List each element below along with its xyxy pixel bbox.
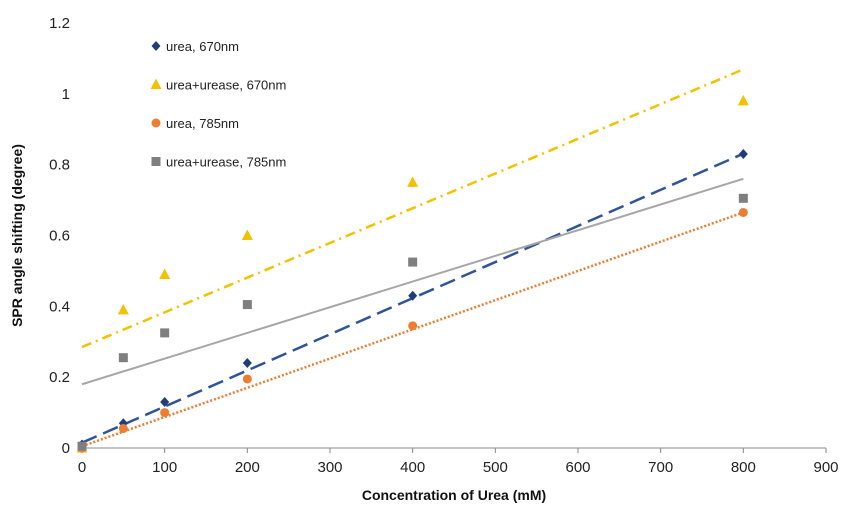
y-tick-label: 0.8 — [49, 157, 70, 174]
trendline — [81, 68, 744, 349]
data-markers — [76, 94, 749, 453]
data-point — [738, 149, 748, 160]
legend-label: urea+urease, 785nm — [166, 155, 286, 170]
data-point — [117, 303, 129, 315]
data-point — [408, 290, 418, 301]
trendline — [81, 177, 744, 386]
axes: 0 100 200 300 400 500 600 700 800 900 0 0.2 0.4 0.6 0.… — [49, 15, 838, 476]
x-tick-label: 200 — [235, 459, 260, 476]
y-tick-label: 0.4 — [49, 298, 70, 315]
x-tick-label: 500 — [483, 459, 508, 476]
legend-marker — [151, 118, 161, 128]
y-tick-label: 1 — [62, 86, 70, 103]
data-point — [242, 300, 252, 310]
data-point — [241, 229, 253, 240]
data-point — [738, 193, 748, 203]
data-point — [242, 358, 252, 368]
y-tick-label: 0 — [62, 440, 70, 457]
data-point — [118, 424, 128, 434]
data-point — [118, 353, 128, 363]
data-point — [738, 207, 748, 217]
data-point — [407, 176, 419, 187]
x-tick-label: 400 — [400, 459, 425, 476]
data-point — [408, 321, 418, 331]
legend-marker — [151, 157, 161, 166]
x-tick-label: 700 — [648, 459, 673, 476]
y-tick-label: 0.6 — [49, 228, 70, 245]
trendlines — [81, 68, 744, 448]
legend-label: urea+urease, 670nm — [166, 78, 286, 93]
data-point — [408, 257, 418, 267]
data-point — [160, 408, 170, 418]
legend: urea, 670nm urea+urease, 670nm urea, 785nm… — [150, 39, 286, 170]
trendline — [81, 211, 744, 448]
x-axis-title: Concentration of Urea (mM) — [362, 487, 546, 503]
legend-marker — [150, 78, 162, 89]
data-point — [77, 441, 87, 451]
x-tick-label: 800 — [731, 459, 756, 476]
data-point — [160, 396, 170, 407]
x-tick-label: 0 — [78, 459, 86, 476]
y-tick-label: 1.2 — [49, 15, 70, 32]
legend-label: urea, 785nm — [166, 116, 239, 131]
data-point — [242, 374, 252, 384]
y-tick-label: 0.2 — [49, 369, 70, 386]
x-tick-label: 100 — [152, 459, 177, 476]
x-tick-label: 300 — [317, 459, 342, 476]
data-point — [160, 328, 170, 338]
data-point — [737, 94, 749, 106]
x-tick-label: 600 — [565, 459, 590, 476]
x-tick-label: 900 — [813, 459, 838, 476]
y-axis-title: SPR angle shifting (degree) — [9, 144, 25, 327]
data-point — [159, 268, 171, 279]
legend-label: urea, 670nm — [166, 39, 239, 54]
legend-marker — [151, 41, 161, 51]
